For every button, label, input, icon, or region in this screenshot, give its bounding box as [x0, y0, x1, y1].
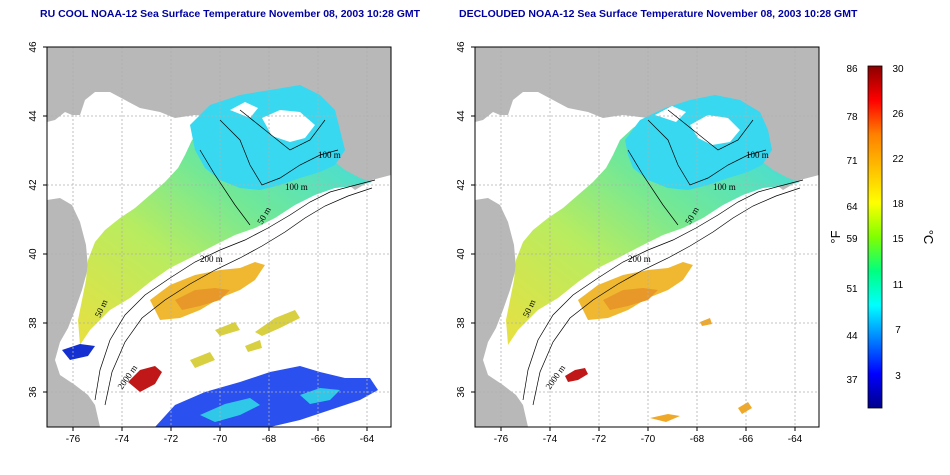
right-lon-tick: -76 — [494, 434, 509, 445]
left-lon-tick: -74 — [115, 434, 130, 445]
colorbar-celsius-label: °C — [921, 230, 936, 245]
left-cloud-gaps — [230, 102, 315, 142]
left-lat-tick: 38 — [28, 317, 39, 329]
right-latitude-labels: 46 44 42 40 38 36 — [456, 41, 467, 398]
right-lon-tick: -64 — [788, 434, 803, 445]
left-contours — [94, 109, 376, 406]
colorbar-c-tick: 26 — [892, 109, 904, 120]
right-longitude-labels: -76 -74 -72 -70 -68 -66 -64 — [494, 434, 803, 445]
tick-marks — [43, 46, 796, 431]
colorbar-c-tick: 22 — [892, 154, 904, 165]
right-contours — [522, 109, 804, 406]
right-warm-core — [603, 288, 658, 310]
colorbar-f-tick: 51 — [846, 284, 858, 295]
left-red-eddy — [128, 366, 162, 392]
right-map-title: DECLOUDED NOAA-12 Sea Surface Temperatur… — [459, 8, 858, 20]
colorbar-f-tick: 78 — [846, 112, 858, 123]
right-contour-label-100m-b: 100 m — [713, 182, 736, 192]
left-lat-tick: 46 — [28, 41, 39, 53]
colorbar-f-tick: 64 — [846, 202, 858, 213]
colorbar-c-tick: 30 — [892, 64, 904, 75]
colorbar-gradient — [867, 65, 883, 409]
right-lat-tick: 40 — [456, 248, 467, 260]
right-lat-tick: 46 — [456, 41, 467, 53]
colorbar-c-tick: 15 — [892, 234, 904, 245]
right-red-eddy — [565, 368, 588, 382]
right-grid — [475, 47, 819, 427]
left-contour-label-100m-b: 100 m — [285, 182, 308, 192]
left-lon-tick: -72 — [164, 434, 179, 445]
colorbar-f-tick: 59 — [846, 234, 858, 245]
colorbar-f-tick: 71 — [846, 156, 858, 167]
left-cold-speckle — [200, 388, 340, 422]
left-lon-tick: -68 — [262, 434, 277, 445]
colorbar: 86 78 71 64 59 51 44 37 30 26 22 18 15 1… — [828, 64, 936, 409]
colorbar-c-tick: 3 — [895, 371, 901, 382]
left-map-title: RU COOL NOAA-12 Sea Surface Temperature … — [40, 8, 421, 20]
left-latitude-labels: 46 44 42 40 38 36 — [28, 41, 39, 398]
left-cold-coast — [62, 344, 95, 360]
left-streaks — [190, 310, 300, 368]
right-map: 100 m 100 m 50 m 200 m 50 m 2000 m — [474, 46, 820, 428]
left-contour-label-200m: 200 m — [200, 254, 223, 264]
left-lon-tick: -76 — [66, 434, 81, 445]
left-lat-tick: 36 — [28, 386, 39, 398]
left-lon-tick: -64 — [360, 434, 375, 445]
right-contour-label-100m-a: 100 m — [746, 150, 769, 160]
left-lat-tick: 44 — [28, 110, 39, 122]
right-frame — [474, 46, 820, 428]
left-warm-core — [175, 288, 230, 310]
colorbar-c-tick: 18 — [892, 199, 904, 210]
right-lon-tick: -68 — [690, 434, 705, 445]
right-lat-tick: 38 — [456, 317, 467, 329]
right-lon-tick: -70 — [641, 434, 656, 445]
colorbar-c-tick: 7 — [895, 325, 901, 336]
colorbar-f-tick: 44 — [846, 331, 858, 342]
right-lon-tick: -66 — [739, 434, 754, 445]
colorbar-c-tick: 11 — [893, 280, 904, 291]
left-lon-tick: -70 — [213, 434, 228, 445]
right-lon-tick: -72 — [592, 434, 607, 445]
right-lat-tick: 42 — [456, 179, 467, 191]
colorbar-fahrenheit-label: °F — [828, 230, 843, 243]
left-lat-tick: 40 — [28, 248, 39, 260]
right-lat-tick: 36 — [456, 386, 467, 398]
left-map: 100 m 100 m 50 m 200 m 50 m 2000 m — [46, 46, 392, 428]
right-lat-tick: 44 — [456, 110, 467, 122]
left-longitude-labels: -76 -74 -72 -70 -68 -66 -64 — [66, 434, 375, 445]
left-lon-tick: -66 — [311, 434, 326, 445]
left-frame — [46, 46, 392, 428]
left-grid — [47, 47, 391, 427]
left-gulf-maine — [190, 85, 345, 190]
colorbar-f-tick: 37 — [846, 375, 858, 386]
left-lat-tick: 42 — [28, 179, 39, 191]
left-contour-label-100m-a: 100 m — [318, 150, 341, 160]
colorbar-f-tick: 86 — [846, 64, 858, 75]
right-gulf-maine — [625, 95, 772, 190]
right-warm-bits — [650, 318, 752, 422]
right-contour-label-200m: 200 m — [628, 254, 651, 264]
right-lon-tick: -74 — [543, 434, 558, 445]
